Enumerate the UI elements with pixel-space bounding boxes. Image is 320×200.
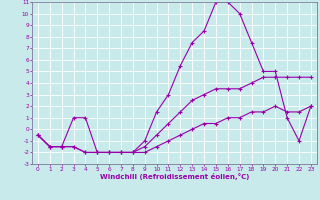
X-axis label: Windchill (Refroidissement éolien,°C): Windchill (Refroidissement éolien,°C) — [100, 173, 249, 180]
